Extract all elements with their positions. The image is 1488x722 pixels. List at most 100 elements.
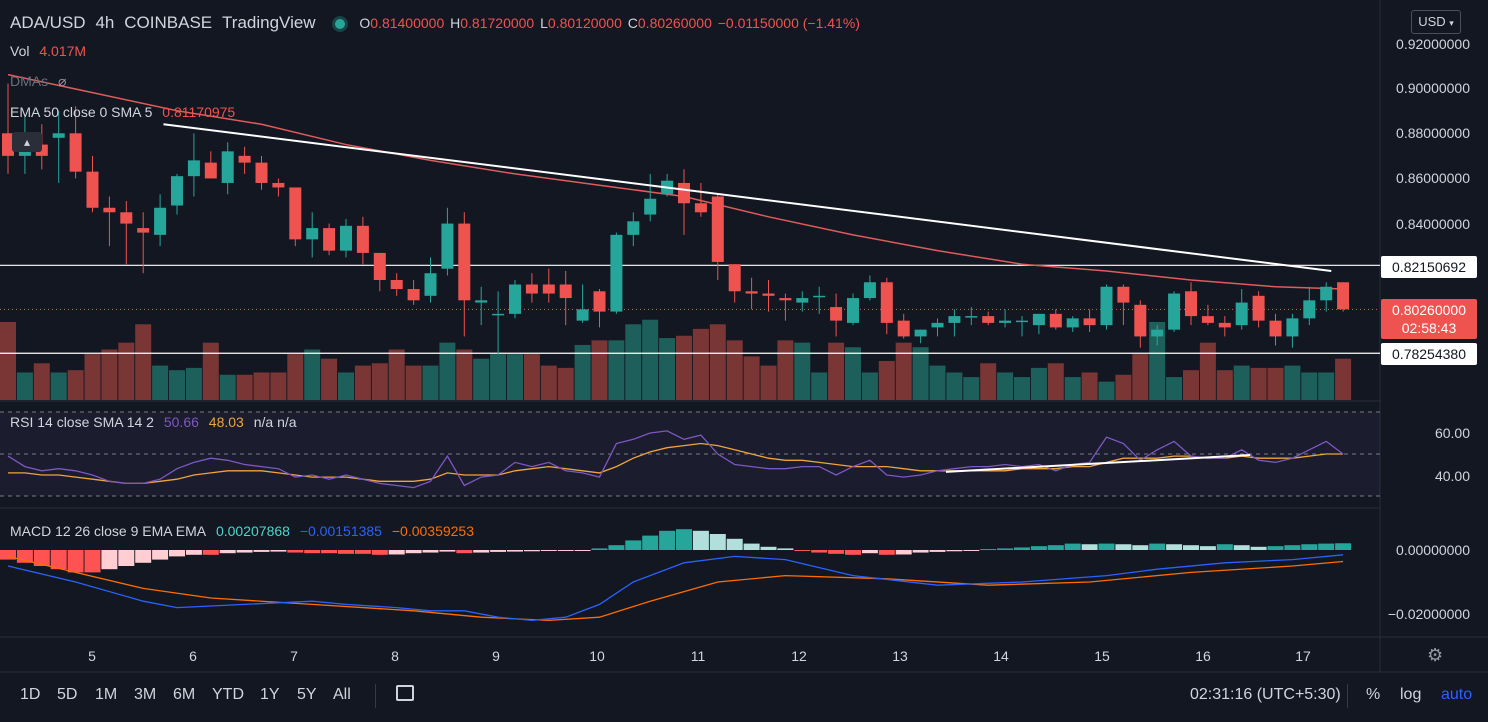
resistance-level-tag[interactable]: 0.82150692 [1381,256,1477,278]
timeframe-5y[interactable]: 5Y [297,686,317,703]
percent-scale-toggle[interactable]: % [1366,686,1381,703]
volume-bar [338,372,354,400]
volume-bar [67,370,84,400]
macd-histogram-bar [1216,544,1233,550]
volume-bar [980,363,997,400]
candle-body [847,298,859,323]
macd-legend: MACD 12 26 close 9 EMA EMA 0.00207868 −0… [10,523,480,539]
collapse-legend-button[interactable]: ▴ [12,132,42,152]
auto-scale-toggle[interactable]: auto [1441,686,1473,703]
candle-body [69,133,82,172]
macd-histogram-bar [912,550,929,553]
timeframe-3m[interactable]: 3M [134,686,157,703]
volume-bar [997,372,1014,400]
timeframe-all[interactable]: All [333,686,351,703]
bar-countdown: 02:58:43 [1401,320,1457,336]
macd-histogram-bar [523,550,540,552]
volume-bar [236,374,253,400]
dmas-legend[interactable]: DMAs ⌀ [10,73,72,90]
volume-bar [152,365,169,400]
macd-histogram-bar [1233,545,1250,550]
toolbar-divider [1347,684,1348,708]
volume-legend: Vol 4.017M [10,43,92,59]
descending-trendline [163,123,1332,272]
time-tick: 7 [290,648,298,664]
candle-body [86,171,99,208]
volume-bar [811,372,828,400]
eye-hidden-icon[interactable]: ⌀ [58,73,67,89]
volume-bar [422,365,439,400]
candle-body [1100,286,1113,326]
settings-gear-icon[interactable]: ⚙ [1427,645,1444,665]
candle-body [965,316,978,318]
volume-bar [1216,370,1233,400]
candle-body [1016,320,1028,323]
volume-bar [135,324,152,400]
macd-histogram-bar [490,550,507,552]
timeframe-6m[interactable]: 6M [173,686,196,703]
volume-bar [50,372,67,400]
candle-body [1032,313,1045,326]
macd-histogram-bar [743,543,760,550]
volume-bar [1098,381,1115,400]
macd-histogram-bar [287,550,304,553]
current-price-tag[interactable]: 0.80260000 02:58:43 [1381,299,1477,339]
candle-body [458,223,471,301]
currency-dropdown[interactable]: USD ▾ [1411,10,1461,34]
support-level-tag[interactable]: 0.78254380 [1381,343,1477,365]
timeframe-1d[interactable]: 1D [20,686,41,703]
candle-body [475,300,488,303]
current-price-value: 0.80260000 [1392,302,1466,318]
candle-body [999,320,1012,323]
volume-bar [709,324,726,400]
time-tick: 8 [391,648,399,664]
symbol-name[interactable]: ADA/USD [10,13,86,32]
interval[interactable]: 4h [95,13,115,32]
volume-bar [202,342,219,400]
volume-bar [1335,358,1352,400]
volume-bar [270,372,287,400]
timeframe-1y[interactable]: 1Y [260,686,280,703]
volume-bar [743,356,760,400]
macd-histogram-bar [811,550,828,553]
candle-body [171,176,183,206]
rsi-label: RSI 14 close SMA 14 2 [10,414,154,430]
volume-bar [963,377,980,400]
macd-histogram-bar [1250,546,1267,550]
candle-body [441,223,454,269]
candle-body [711,196,724,262]
candle-body [255,162,268,183]
macd-histogram-bar [1081,544,1098,550]
macd-histogram-bar [1301,544,1318,550]
volume-bar [1030,367,1047,400]
macd-histogram-bar [202,550,219,555]
macd-histogram-bar [0,550,16,560]
clock-timezone[interactable]: 02:31:16 (UTC+5:30) [1190,686,1341,703]
candle-body [373,252,386,280]
candle-body [52,133,65,138]
exchange-name: COINBASE [124,13,213,32]
candle-body [813,295,826,298]
candle-body [272,182,285,188]
timeframe-ytd[interactable]: YTD [212,686,244,703]
timeframe-1m[interactable]: 1M [95,686,118,703]
macd-histogram-bar [152,550,169,560]
macd-histogram-bar [185,550,202,555]
volume-bar [84,354,101,400]
log-scale-toggle[interactable]: log [1400,686,1422,703]
rsi-sma-line [8,442,1344,485]
candle-body [678,182,690,204]
macd-histogram-bar [963,550,980,551]
timeframe-5d[interactable]: 5D [57,686,78,703]
volume-bar [1301,372,1318,400]
volume-bar [473,358,490,400]
time-tick: 13 [892,648,908,664]
macd-histogram-bar [1098,543,1115,550]
date-range-icon[interactable] [396,685,414,701]
volume-bar [946,372,963,400]
macd-histogram-bar [1064,543,1081,550]
volume-bar [1081,372,1098,400]
candle-body [745,291,758,294]
rsi-tick: 40.00 [1434,468,1470,484]
